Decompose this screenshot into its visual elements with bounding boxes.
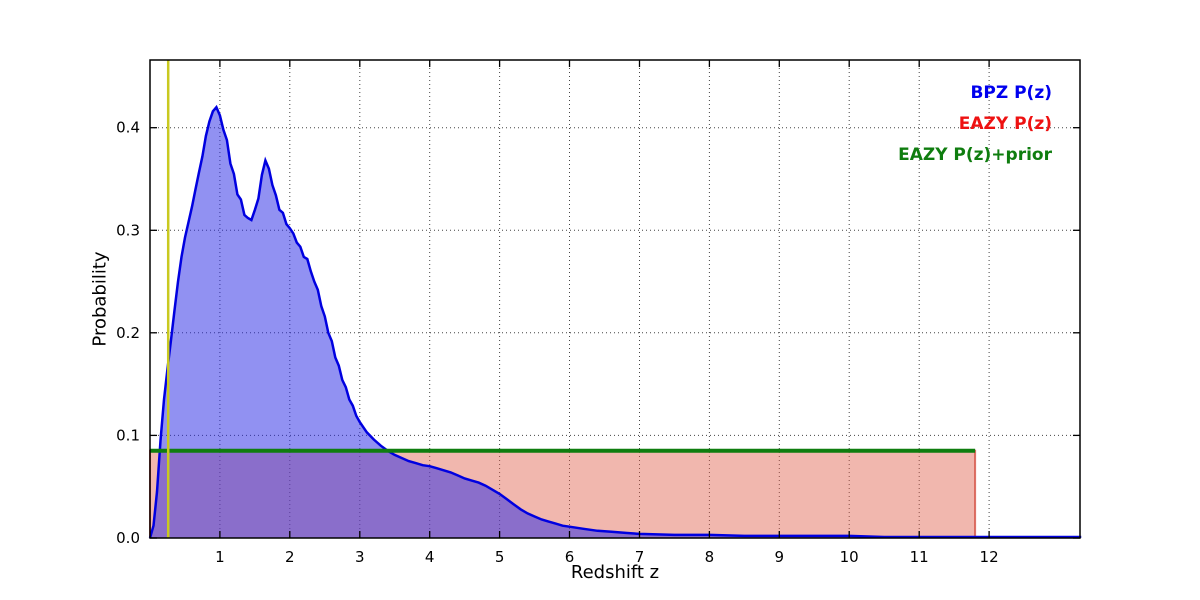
legend-item-bpz: BPZ P(z) [970,83,1052,103]
y-tick-label: 0.4 [116,119,140,137]
axes-frame [149,59,1081,539]
legend-item-eazy-prior: EAZY P(z)+prior [898,145,1052,165]
y-tick-label: 0.1 [116,426,140,444]
x-tick-label: 10 [840,548,859,566]
x-tick-label: 12 [980,548,999,566]
x-tick-label: 7 [635,548,645,566]
x-axis-label: Redshift z [570,562,660,583]
y-tick-label: 0.3 [116,221,140,239]
x-tick-label: 8 [705,548,715,566]
x-tick-label: 5 [495,548,505,566]
area-bpz-p-z- [150,107,1080,538]
y-axis-label: Probability [89,251,111,347]
x-tick-label: 2 [285,548,295,566]
x-tick-label: 4 [425,548,435,566]
legend-item-eazy: EAZY P(z) [958,114,1052,134]
x-tick-label: 1 [215,548,225,566]
legend: BPZ P(z) EAZY P(z) EAZY P(z)+prior [898,78,1052,171]
x-tick-label: 6 [565,548,575,566]
y-tick-label: 0.2 [116,324,140,342]
y-tick-label: 0.0 [116,529,140,547]
x-tick-label: 11 [910,548,929,566]
outline-bpz-p-z- [148,104,1082,539]
x-tick-label: 3 [355,548,365,566]
x-tick-label: 9 [775,548,785,566]
